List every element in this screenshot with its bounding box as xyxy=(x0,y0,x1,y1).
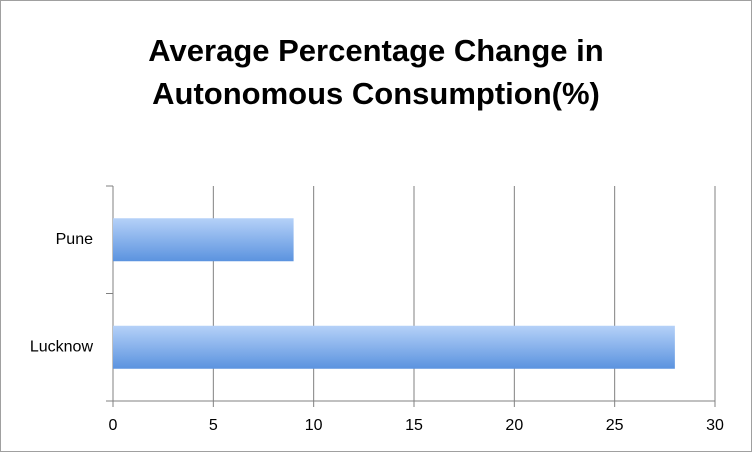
x-tick-label: 25 xyxy=(606,417,624,434)
bar xyxy=(113,325,675,369)
x-tick-label: 30 xyxy=(706,417,724,434)
x-tick-label: 5 xyxy=(209,417,218,434)
x-tick-label: 20 xyxy=(505,417,523,434)
y-tick-label: Lucknow xyxy=(30,338,94,355)
chart-title: Average Percentage Change in Autonomous … xyxy=(148,33,604,111)
x-tick-label: 0 xyxy=(109,417,118,434)
y-tick-label: Pune xyxy=(56,231,93,248)
bar xyxy=(113,218,294,262)
x-tick-label: 15 xyxy=(405,417,423,434)
x-tick-label: 10 xyxy=(305,417,323,434)
